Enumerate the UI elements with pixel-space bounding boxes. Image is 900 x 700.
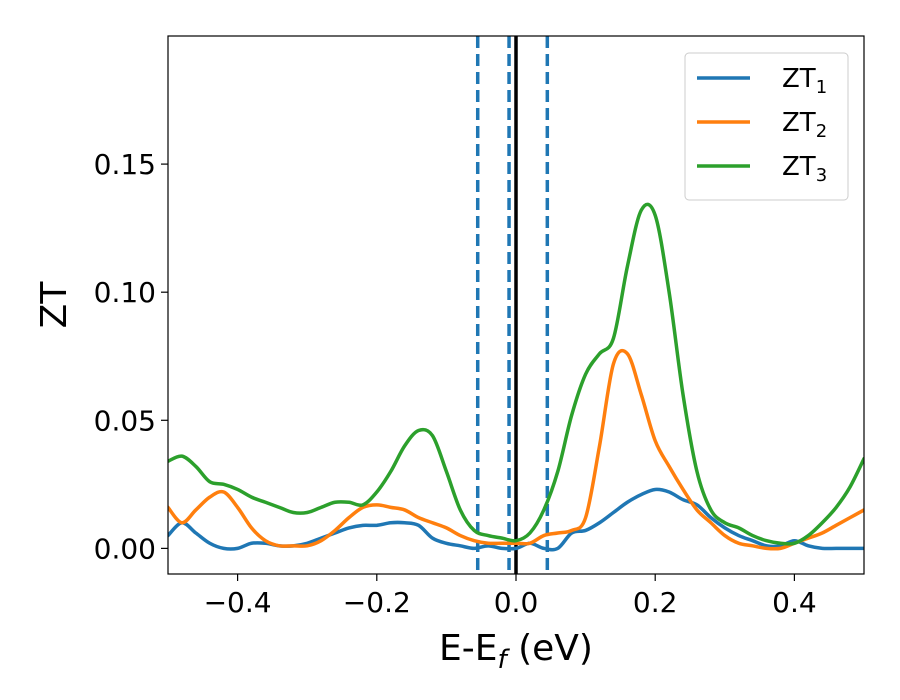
series-line-zt3 [168, 202, 864, 546]
x-tick-label: −0.4 [204, 586, 272, 619]
y-tick-label: 0.10 [94, 276, 156, 309]
x-tick-label: −0.2 [343, 586, 411, 619]
y-axis: 0.00 0.05 0.10 0.15 [94, 148, 168, 565]
legend-box [684, 52, 849, 201]
y-axis-title: ZT [34, 281, 75, 329]
series-line-zt2 [168, 348, 864, 551]
x-tick-label: 0.4 [772, 586, 817, 619]
legend-label-zt1: ZT1 [782, 64, 827, 98]
legend: ZT1 ZT2 ZT3 [684, 52, 849, 201]
x-axis: −0.4 −0.2 0.0 0.2 0.4 [204, 574, 817, 619]
x-axis-title: E-Ef (eV) [439, 628, 593, 675]
series-lines [168, 202, 864, 552]
vertical-guide-lines [475, 36, 550, 574]
legend-label-zt2: ZT2 [782, 108, 827, 142]
y-tick-label: 0.15 [94, 148, 156, 181]
y-tick-label: 0.05 [94, 404, 156, 437]
x-tick-label: 0.2 [633, 586, 678, 619]
legend-label-zt3: ZT3 [782, 152, 827, 186]
x-tick-label: 0.0 [494, 586, 539, 619]
y-tick-label: 0.00 [94, 532, 156, 565]
